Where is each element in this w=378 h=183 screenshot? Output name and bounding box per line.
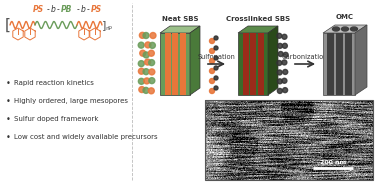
Circle shape [209, 59, 214, 64]
Text: •: • [6, 96, 11, 106]
Circle shape [143, 69, 149, 75]
Circle shape [139, 87, 145, 93]
Polygon shape [164, 33, 170, 95]
Circle shape [214, 66, 218, 70]
Circle shape [214, 56, 218, 60]
Circle shape [209, 89, 214, 94]
Circle shape [282, 78, 287, 83]
Text: [: [ [5, 18, 11, 33]
Polygon shape [268, 26, 278, 95]
Text: PS: PS [33, 5, 43, 14]
Circle shape [278, 51, 283, 57]
Circle shape [145, 42, 151, 48]
Text: p: p [107, 25, 111, 29]
Polygon shape [180, 33, 186, 95]
Text: Sulfonation: Sulfonation [198, 54, 235, 60]
Circle shape [282, 43, 287, 48]
Circle shape [138, 78, 144, 84]
Circle shape [209, 68, 214, 74]
Polygon shape [257, 33, 263, 95]
Polygon shape [344, 33, 352, 95]
Text: PB: PB [61, 5, 73, 14]
Circle shape [282, 34, 287, 39]
Circle shape [277, 88, 282, 94]
Circle shape [282, 60, 287, 65]
Circle shape [138, 68, 144, 74]
Ellipse shape [350, 27, 358, 31]
Text: b: b [81, 5, 85, 14]
Circle shape [150, 33, 156, 38]
Circle shape [283, 69, 288, 74]
Polygon shape [160, 26, 200, 33]
Circle shape [143, 33, 149, 38]
Text: •: • [6, 79, 11, 87]
Text: •: • [6, 115, 11, 124]
Polygon shape [238, 33, 268, 95]
Text: 200 nm: 200 nm [320, 160, 346, 165]
Polygon shape [243, 33, 248, 95]
Text: -: - [46, 5, 50, 14]
Circle shape [139, 32, 146, 38]
Circle shape [143, 52, 149, 58]
Circle shape [149, 60, 155, 66]
Circle shape [209, 38, 214, 44]
Polygon shape [323, 25, 367, 33]
Polygon shape [160, 33, 190, 95]
Text: -: - [57, 5, 59, 14]
Circle shape [209, 79, 214, 83]
Polygon shape [250, 33, 256, 95]
Circle shape [277, 33, 282, 38]
Circle shape [149, 78, 155, 84]
Circle shape [214, 46, 218, 50]
Polygon shape [172, 33, 178, 95]
Text: Low cost and widely available precursors: Low cost and widely available precursors [14, 134, 158, 140]
Circle shape [148, 88, 154, 94]
Circle shape [149, 69, 155, 75]
Circle shape [143, 87, 149, 93]
Circle shape [214, 86, 218, 90]
Circle shape [283, 52, 288, 57]
Text: b: b [51, 5, 56, 14]
Circle shape [145, 59, 150, 65]
Circle shape [277, 60, 282, 66]
Ellipse shape [341, 27, 349, 31]
Ellipse shape [333, 27, 339, 31]
Circle shape [138, 42, 144, 48]
Circle shape [277, 43, 282, 48]
Text: Crosslinked SBS: Crosslinked SBS [226, 16, 290, 22]
Text: Rapid reaction kinetics: Rapid reaction kinetics [14, 80, 94, 86]
Circle shape [148, 50, 154, 56]
Polygon shape [238, 26, 278, 33]
Text: -: - [77, 5, 79, 14]
Polygon shape [336, 33, 342, 95]
Circle shape [214, 36, 218, 40]
Circle shape [209, 48, 214, 53]
Circle shape [140, 50, 146, 56]
Text: n: n [105, 27, 109, 31]
Text: -: - [87, 5, 89, 14]
Circle shape [277, 70, 282, 75]
Text: PS: PS [90, 5, 102, 14]
Text: ]: ] [102, 20, 106, 30]
Text: Highly ordered, large mesopores: Highly ordered, large mesopores [14, 98, 128, 104]
Circle shape [214, 76, 218, 80]
Text: •: • [6, 132, 11, 141]
Polygon shape [323, 33, 355, 95]
Circle shape [144, 78, 150, 84]
Polygon shape [327, 33, 333, 95]
Polygon shape [355, 25, 367, 95]
Circle shape [277, 79, 282, 84]
Circle shape [149, 42, 155, 48]
Text: OMC: OMC [336, 14, 354, 20]
Text: Sulfur doped framework: Sulfur doped framework [14, 116, 99, 122]
Circle shape [138, 61, 144, 67]
Text: Neat SBS: Neat SBS [162, 16, 198, 22]
Text: Carbonization: Carbonization [282, 54, 328, 60]
Polygon shape [190, 26, 200, 95]
Circle shape [283, 88, 288, 93]
